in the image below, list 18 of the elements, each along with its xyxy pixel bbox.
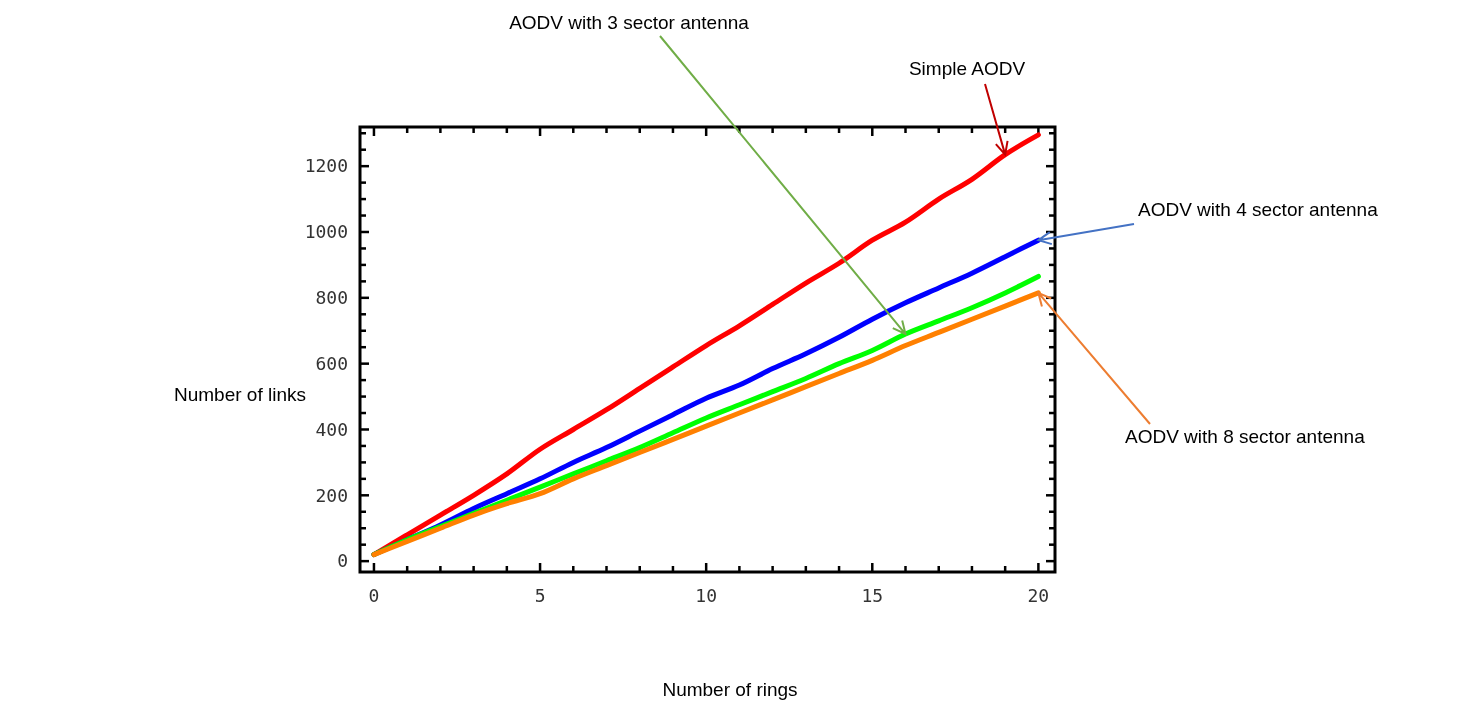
y-tick-label: 200 bbox=[315, 484, 348, 506]
y-tick-label: 0 bbox=[337, 550, 348, 572]
x-tick-label: 0 bbox=[368, 585, 380, 606]
x-tick-label: 20 bbox=[1027, 585, 1050, 606]
y-tick-label: 400 bbox=[315, 418, 348, 440]
annotation: AODV with 3 sector antenna bbox=[509, 12, 750, 33]
x-tick-label: 15 bbox=[861, 585, 884, 606]
annotation: AODV with 4 sector antenna bbox=[1138, 199, 1379, 220]
y-tick-label: 800 bbox=[315, 287, 348, 309]
annotation: AODV with 8 sector antenna bbox=[1125, 426, 1366, 447]
y-tick-label: 600 bbox=[315, 352, 348, 374]
x-tick-label: 10 bbox=[695, 585, 718, 606]
y-tick-label: 1200 bbox=[304, 155, 348, 177]
y-axis-title: Number of links bbox=[174, 384, 306, 405]
x-axis-title: Number of rings bbox=[662, 679, 798, 700]
y-tick-label: 1000 bbox=[304, 221, 348, 243]
annotation: Simple AODV bbox=[908, 58, 1026, 79]
x-tick-label: 5 bbox=[534, 585, 546, 606]
